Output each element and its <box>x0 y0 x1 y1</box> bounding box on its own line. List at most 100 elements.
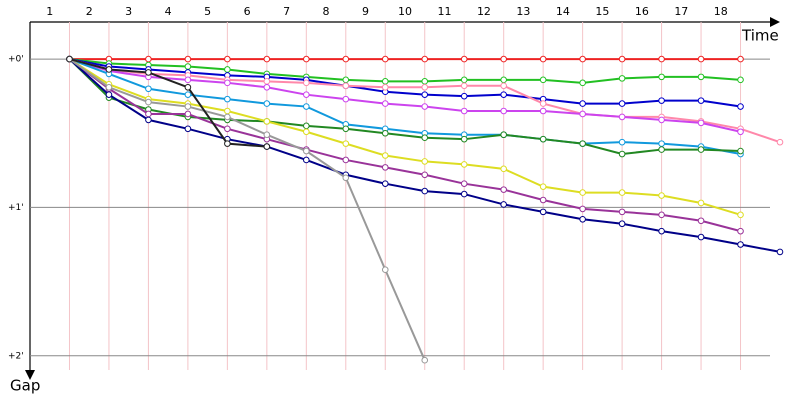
point <box>184 91 192 98</box>
point <box>421 91 429 98</box>
point <box>618 220 626 228</box>
point <box>303 55 310 63</box>
point <box>421 356 429 364</box>
point <box>224 95 231 103</box>
point <box>224 55 231 63</box>
point <box>342 125 350 133</box>
x-tick-label: 13 <box>516 5 530 18</box>
point <box>381 83 389 91</box>
x-tick-label: 4 <box>165 5 172 18</box>
point <box>184 103 192 110</box>
point <box>460 180 468 187</box>
point <box>658 55 665 63</box>
point <box>776 248 784 256</box>
point <box>145 69 152 76</box>
point <box>579 55 586 63</box>
point <box>697 233 705 241</box>
point <box>263 83 271 91</box>
point <box>539 107 547 115</box>
point <box>539 135 547 143</box>
point <box>579 110 586 118</box>
point <box>145 55 152 63</box>
point <box>737 211 744 219</box>
series-line <box>68 58 426 361</box>
point <box>539 55 547 63</box>
series-line <box>69 58 267 148</box>
series-line <box>69 58 741 84</box>
point <box>224 113 231 121</box>
point <box>381 180 389 187</box>
point <box>500 107 507 115</box>
y-tick-label: +0' <box>8 55 24 65</box>
point <box>342 76 350 84</box>
x-tick-label: 9 <box>362 5 369 18</box>
x-tick-label: 12 <box>477 5 491 18</box>
point <box>539 183 547 190</box>
point <box>184 76 192 84</box>
point <box>224 140 231 147</box>
point <box>342 95 350 103</box>
point <box>145 116 152 124</box>
point <box>579 205 586 213</box>
point <box>697 97 705 104</box>
x-tick-label: 18 <box>714 5 728 18</box>
point <box>184 83 192 91</box>
point <box>460 135 468 143</box>
series-line <box>68 58 741 216</box>
point <box>658 116 665 124</box>
point <box>618 100 626 107</box>
point <box>381 78 389 85</box>
point <box>579 100 586 107</box>
point <box>460 161 468 168</box>
x-axis-arrow <box>770 17 780 27</box>
point <box>697 73 705 81</box>
point <box>342 174 350 182</box>
point <box>539 100 547 107</box>
point <box>737 241 744 248</box>
point <box>618 75 626 82</box>
x-tick-label: 7 <box>283 5 290 18</box>
point <box>579 79 586 87</box>
point <box>500 186 507 193</box>
point <box>460 107 468 115</box>
point <box>381 129 389 137</box>
point <box>658 192 665 199</box>
point <box>658 73 665 81</box>
point <box>105 91 113 98</box>
point <box>342 82 350 90</box>
point <box>303 122 310 130</box>
point <box>421 171 429 179</box>
point <box>460 92 468 100</box>
point <box>500 91 507 98</box>
point <box>224 79 231 87</box>
point <box>658 227 665 235</box>
point <box>539 208 547 216</box>
point <box>618 208 626 216</box>
point <box>263 131 271 139</box>
point <box>224 107 231 115</box>
point <box>421 187 429 195</box>
point <box>145 98 152 106</box>
point <box>618 55 626 63</box>
point <box>224 66 231 73</box>
point <box>697 55 705 63</box>
x-tick-label: 15 <box>595 5 609 18</box>
x-tick-label: 1 <box>46 5 53 18</box>
point <box>618 189 626 196</box>
y-tick-label: +1' <box>8 203 24 213</box>
point <box>697 146 705 153</box>
y-axis-arrow <box>25 370 35 380</box>
point <box>500 76 507 84</box>
point <box>263 78 271 85</box>
x-axis-label: Time <box>741 27 779 45</box>
point <box>342 55 350 63</box>
point <box>618 138 626 146</box>
point <box>145 110 152 118</box>
point <box>224 125 231 133</box>
point <box>658 97 665 104</box>
point <box>263 100 271 107</box>
x-tick-label: 3 <box>125 5 132 18</box>
x-tick-label: 16 <box>635 5 649 18</box>
point <box>579 215 586 223</box>
